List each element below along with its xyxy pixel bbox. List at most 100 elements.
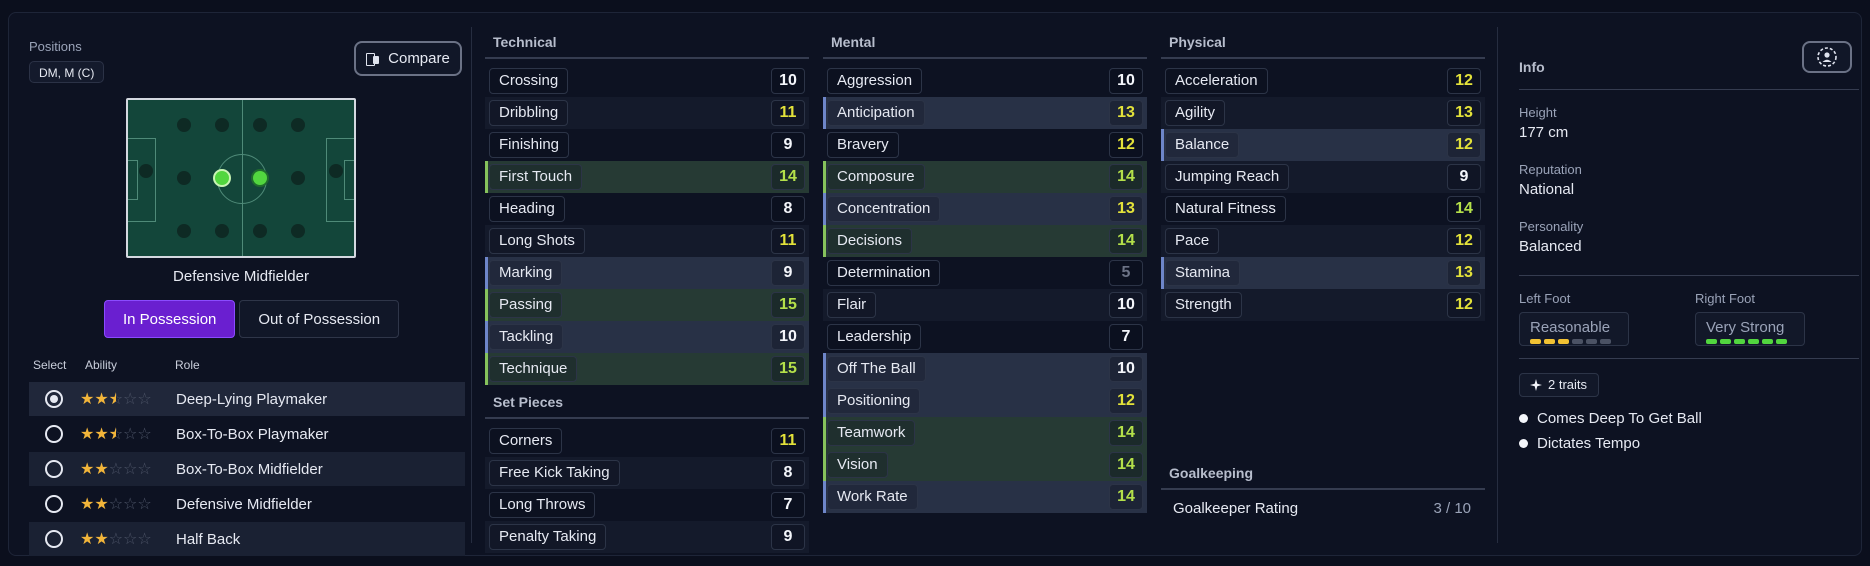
- attribute-row-stamina[interactable]: Stamina 13: [1161, 257, 1485, 289]
- info-divider: [1519, 358, 1859, 359]
- ability-stars: ★★☆☆☆: [80, 459, 152, 479]
- highlight-marker: [1161, 129, 1164, 161]
- attribute-row-teamwork[interactable]: Teamwork 14: [823, 417, 1147, 449]
- attribute-row-concentration[interactable]: Concentration 13: [823, 193, 1147, 225]
- attribute-row-bravery[interactable]: Bravery 12: [823, 129, 1147, 161]
- star-icon: ☆: [123, 496, 138, 513]
- attribute-row-marking[interactable]: Marking 9: [485, 257, 809, 289]
- tab-out-of-possession[interactable]: Out of Possession: [239, 300, 400, 338]
- attribute-row-vision[interactable]: Vision 14: [823, 449, 1147, 481]
- role-row-half-back[interactable]: ★★☆☆☆ Half Back: [29, 522, 465, 556]
- attribute-row-crossing[interactable]: Crossing 10: [485, 65, 809, 97]
- attribute-row-acceleration[interactable]: Acceleration 12: [1161, 65, 1485, 97]
- ability-stars: ★★☆☆☆: [80, 529, 152, 549]
- attribute-row-corners[interactable]: Corners 11: [485, 425, 809, 457]
- personality-value: Balanced: [1519, 238, 1582, 255]
- star-icon: ☆: [123, 426, 138, 443]
- attribute-row-technique[interactable]: Technique 15: [485, 353, 809, 385]
- role-radio[interactable]: [45, 390, 63, 408]
- star-icon: ☆ ★: [108, 426, 124, 443]
- attribute-row-agility[interactable]: Agility 13: [1161, 97, 1485, 129]
- ability-column-header: Ability: [85, 358, 118, 372]
- attribute-row-penalty-taking[interactable]: Penalty Taking 9: [485, 521, 809, 553]
- attribute-value: 10: [771, 68, 805, 94]
- compare-button[interactable]: Compare: [354, 41, 462, 76]
- highlight-marker: [823, 385, 826, 417]
- role-name: Defensive Midfielder: [176, 495, 312, 513]
- role-radio[interactable]: [45, 530, 63, 548]
- star-icon: ☆: [137, 426, 152, 443]
- attribute-value: 14: [1109, 420, 1143, 446]
- attribute-row-composure[interactable]: Composure 14: [823, 161, 1147, 193]
- pitch-slot: [177, 118, 191, 132]
- goalkeeper-rating-label: Goalkeeper Rating: [1173, 500, 1299, 517]
- technical-list: Crossing 10 Dribbling 11 Finishing 9 First Tou…: [485, 65, 809, 385]
- attribute-name: Natural Fitness: [1165, 196, 1286, 222]
- role-radio[interactable]: [45, 425, 63, 443]
- role-radio[interactable]: [45, 495, 63, 513]
- pitch-slot: [329, 164, 343, 178]
- attribute-row-heading[interactable]: Heading 8: [485, 193, 809, 225]
- attribute-row-anticipation[interactable]: Anticipation 13: [823, 97, 1147, 129]
- attribute-row-positioning[interactable]: Positioning 12: [823, 385, 1147, 417]
- attribute-name: Acceleration: [1165, 68, 1268, 94]
- pitch-diagram[interactable]: [126, 98, 356, 258]
- attribute-value: 15: [771, 356, 805, 382]
- attribute-row-determination[interactable]: Determination 5: [823, 257, 1147, 289]
- attribute-row-aggression[interactable]: Aggression 10: [823, 65, 1147, 97]
- attribute-value: 11: [771, 428, 805, 454]
- attribute-value: 13: [1109, 100, 1143, 126]
- tab-in-possession[interactable]: In Possession: [104, 300, 236, 338]
- attribute-row-jumping-reach[interactable]: Jumping Reach 9: [1161, 161, 1485, 193]
- attribute-row-balance[interactable]: Balance 12: [1161, 129, 1485, 161]
- attribute-row-leadership[interactable]: Leadership 7: [823, 321, 1147, 353]
- attribute-value: 13: [1109, 196, 1143, 222]
- attribute-row-first-touch[interactable]: First Touch 14: [485, 161, 809, 193]
- star-icon: ★: [80, 426, 95, 443]
- attribute-name: Work Rate: [827, 484, 918, 510]
- selected-position-title: Defensive Midfielder: [173, 268, 309, 285]
- attribute-row-work-rate[interactable]: Work Rate 14: [823, 481, 1147, 513]
- role-name: Deep-Lying Playmaker: [176, 390, 328, 408]
- attribute-row-passing[interactable]: Passing 15: [485, 289, 809, 321]
- attribute-row-dribbling[interactable]: Dribbling 11: [485, 97, 809, 129]
- pitch-slot: [177, 224, 191, 238]
- player-profile-button[interactable]: [1802, 41, 1852, 73]
- attribute-row-off-the-ball[interactable]: Off The Ball 10: [823, 353, 1147, 385]
- star-icon: ★: [80, 531, 95, 548]
- attribute-row-decisions[interactable]: Decisions 14: [823, 225, 1147, 257]
- role-row-defensive-midfielder[interactable]: ★★☆☆☆ Defensive Midfielder: [29, 487, 465, 521]
- attribute-name: Teamwork: [827, 420, 916, 446]
- attribute-row-pace[interactable]: Pace 12: [1161, 225, 1485, 257]
- left-foot-box: Reasonable: [1519, 312, 1629, 346]
- attribute-name: Aggression: [827, 68, 923, 94]
- attribute-value: 11: [771, 228, 805, 254]
- attribute-row-tackling[interactable]: Tackling 10: [485, 321, 809, 353]
- role-row-box-to-box-playmaker[interactable]: ★★☆ ★ ☆☆ Box-To-Box Playmaker: [29, 417, 465, 451]
- compare-label: Compare: [388, 50, 450, 67]
- highlight-marker: [823, 449, 826, 481]
- highlight-marker: [485, 161, 488, 193]
- role-row-box-to-box-midfielder[interactable]: ★★☆☆☆ Box-To-Box Midfielder: [29, 452, 465, 486]
- highlight-marker: [823, 417, 826, 449]
- attribute-value: 13: [1447, 260, 1481, 286]
- rating-segment: [1734, 339, 1745, 344]
- reputation-value: National: [1519, 181, 1575, 198]
- role-row-deep-lying-playmaker[interactable]: ★★☆ ★ ☆☆ Deep-Lying Playmaker: [29, 382, 465, 416]
- attribute-value: 5: [1109, 260, 1143, 286]
- attribute-value: 8: [771, 196, 805, 222]
- attribute-row-long-shots[interactable]: Long Shots 11: [485, 225, 809, 257]
- traits-chip[interactable]: 2 traits: [1519, 373, 1600, 397]
- roles-list: ★★☆ ★ ☆☆ Deep-Lying Playmaker ★★☆ ★ ☆☆ Box-To-B…: [29, 382, 465, 557]
- role-radio[interactable]: [45, 460, 63, 478]
- pitch-slot: [253, 224, 267, 238]
- attribute-row-natural-fitness[interactable]: Natural Fitness 14: [1161, 193, 1485, 225]
- attribute-row-finishing[interactable]: Finishing 9: [485, 129, 809, 161]
- attribute-value: 10: [771, 324, 805, 350]
- attribute-row-strength[interactable]: Strength 12: [1161, 289, 1485, 321]
- attribute-row-long-throws[interactable]: Long Throws 7: [485, 489, 809, 521]
- mental-title: Mental: [823, 25, 1147, 59]
- attribute-name: Tackling: [489, 324, 564, 350]
- attribute-row-free-kick-taking[interactable]: Free Kick Taking 8: [485, 457, 809, 489]
- attribute-row-flair[interactable]: Flair 10: [823, 289, 1147, 321]
